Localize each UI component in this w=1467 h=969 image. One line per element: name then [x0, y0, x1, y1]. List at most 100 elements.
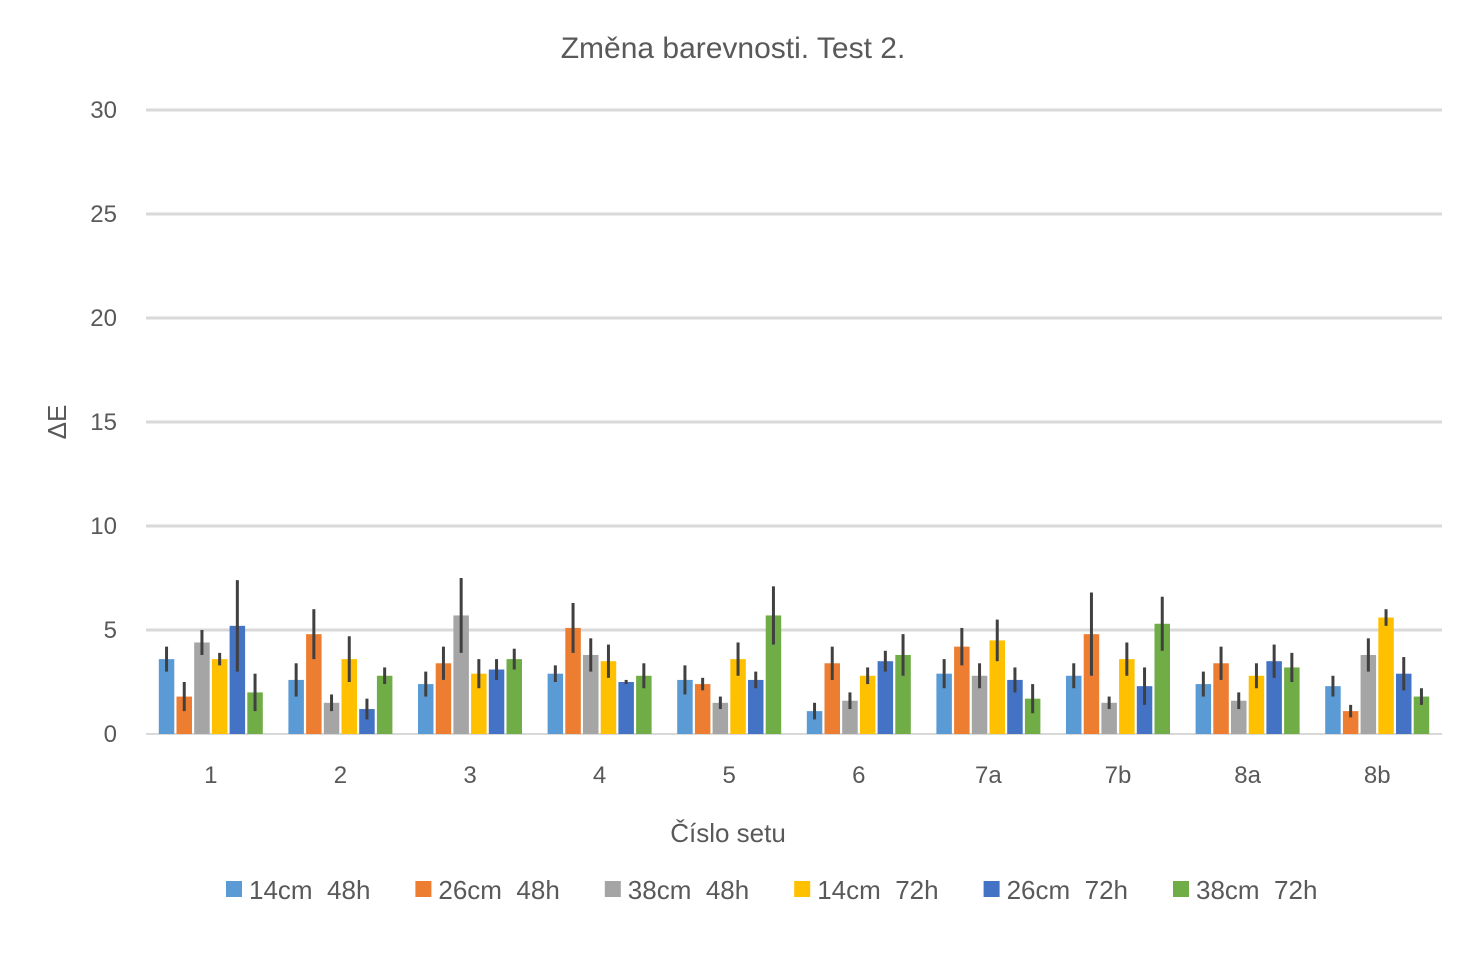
x-tick-label: 7a [975, 762, 1002, 789]
bar [565, 627, 581, 734]
y-tick-label: 0 [104, 721, 117, 748]
bar [1007, 679, 1023, 734]
x-tick-label: 3 [463, 762, 476, 789]
bar [1195, 684, 1212, 734]
bar [694, 684, 711, 734]
bar [842, 700, 858, 734]
legend: 14cm 48h 26cm 48h 38cm 48h 14cm 72h 26cm 72h… [226, 875, 1317, 905]
legend-label: 14cm 72h [817, 875, 938, 905]
bar [247, 692, 263, 734]
bar [989, 640, 1005, 734]
bar [936, 673, 952, 734]
x-axis-label: Číslo setu [670, 818, 786, 848]
bar [1413, 696, 1430, 734]
bar [288, 679, 304, 734]
bar [1231, 700, 1247, 734]
bar [158, 659, 175, 734]
x-tick-label: 4 [593, 762, 606, 789]
bar [194, 642, 210, 734]
bar [1066, 675, 1082, 734]
bar [306, 634, 322, 734]
legend-label: 26cm 48h [438, 875, 559, 905]
x-tick-label: 6 [852, 762, 865, 789]
bar [488, 669, 505, 734]
bar [1378, 617, 1394, 734]
x-tick-label: 8a [1234, 762, 1261, 789]
y-tick-labels: 0 5 10 15 20 25 30 [90, 97, 117, 748]
bar [418, 684, 434, 734]
y-tick-label: 15 [90, 409, 117, 436]
x-tick-label: 8b [1364, 762, 1391, 789]
bar [859, 675, 876, 734]
bar [176, 696, 192, 734]
bar [730, 659, 746, 734]
bar [359, 709, 375, 734]
bar [506, 659, 522, 734]
legend-swatch [794, 881, 811, 897]
bar [376, 675, 393, 734]
gridlines [146, 108, 1442, 735]
y-tick-label: 5 [104, 617, 117, 644]
legend-swatch [604, 881, 621, 897]
bar [323, 702, 340, 734]
bar [583, 654, 599, 734]
bar [600, 661, 617, 734]
bar [547, 673, 564, 734]
bar [765, 615, 782, 734]
legend-swatch [983, 881, 1000, 897]
bar [211, 659, 228, 734]
y-tick-label: 20 [90, 305, 117, 332]
bar [1083, 634, 1100, 734]
bar [636, 675, 652, 734]
bar [229, 625, 246, 734]
bar [1342, 711, 1359, 734]
bar [824, 663, 840, 734]
error-bars [165, 578, 1423, 720]
legend-swatch [415, 881, 432, 897]
bar [877, 661, 894, 734]
bar [1396, 673, 1412, 734]
legend-swatch [226, 881, 242, 897]
bar [677, 679, 693, 734]
legend-label: 14cm 48h [249, 875, 370, 905]
x-tick-label: 7b [1105, 762, 1132, 789]
y-axis-label: ΔE [42, 405, 72, 440]
bar [954, 646, 970, 734]
bar [1266, 661, 1282, 734]
bar [618, 682, 634, 734]
bar [1213, 663, 1229, 734]
x-tick-label: 1 [204, 762, 217, 789]
x-tick-labels: 1 2 3 4 5 6 7a 7b 8a 8b [204, 762, 1390, 789]
legend-label: 38cm 72h [1196, 875, 1317, 905]
bar [895, 654, 911, 734]
y-tick-label: 25 [90, 201, 117, 228]
x-tick-label: 2 [334, 762, 347, 789]
bar [971, 675, 988, 734]
legend-swatch [1173, 881, 1189, 897]
bar [1248, 675, 1265, 734]
bar [1325, 686, 1341, 734]
bar [1154, 623, 1170, 734]
bar [1024, 698, 1041, 734]
bar [1284, 667, 1300, 734]
bar [712, 702, 729, 734]
legend-label: 38cm 48h [628, 875, 749, 905]
bar [748, 679, 764, 734]
bar [341, 659, 357, 734]
bar [1101, 702, 1117, 734]
y-tick-label: 10 [90, 513, 117, 540]
bar [1119, 659, 1135, 734]
bars [158, 615, 1430, 734]
bar [806, 711, 823, 734]
bar [435, 663, 452, 734]
x-tick-label: 5 [723, 762, 736, 789]
bar [1136, 686, 1153, 734]
legend-label: 26cm 72h [1007, 875, 1128, 905]
bar [453, 615, 469, 734]
bar [1360, 654, 1377, 734]
chart-title: Změna barevnosti. Test 2. [561, 32, 906, 65]
y-tick-label: 30 [90, 97, 117, 124]
bar [471, 673, 487, 734]
